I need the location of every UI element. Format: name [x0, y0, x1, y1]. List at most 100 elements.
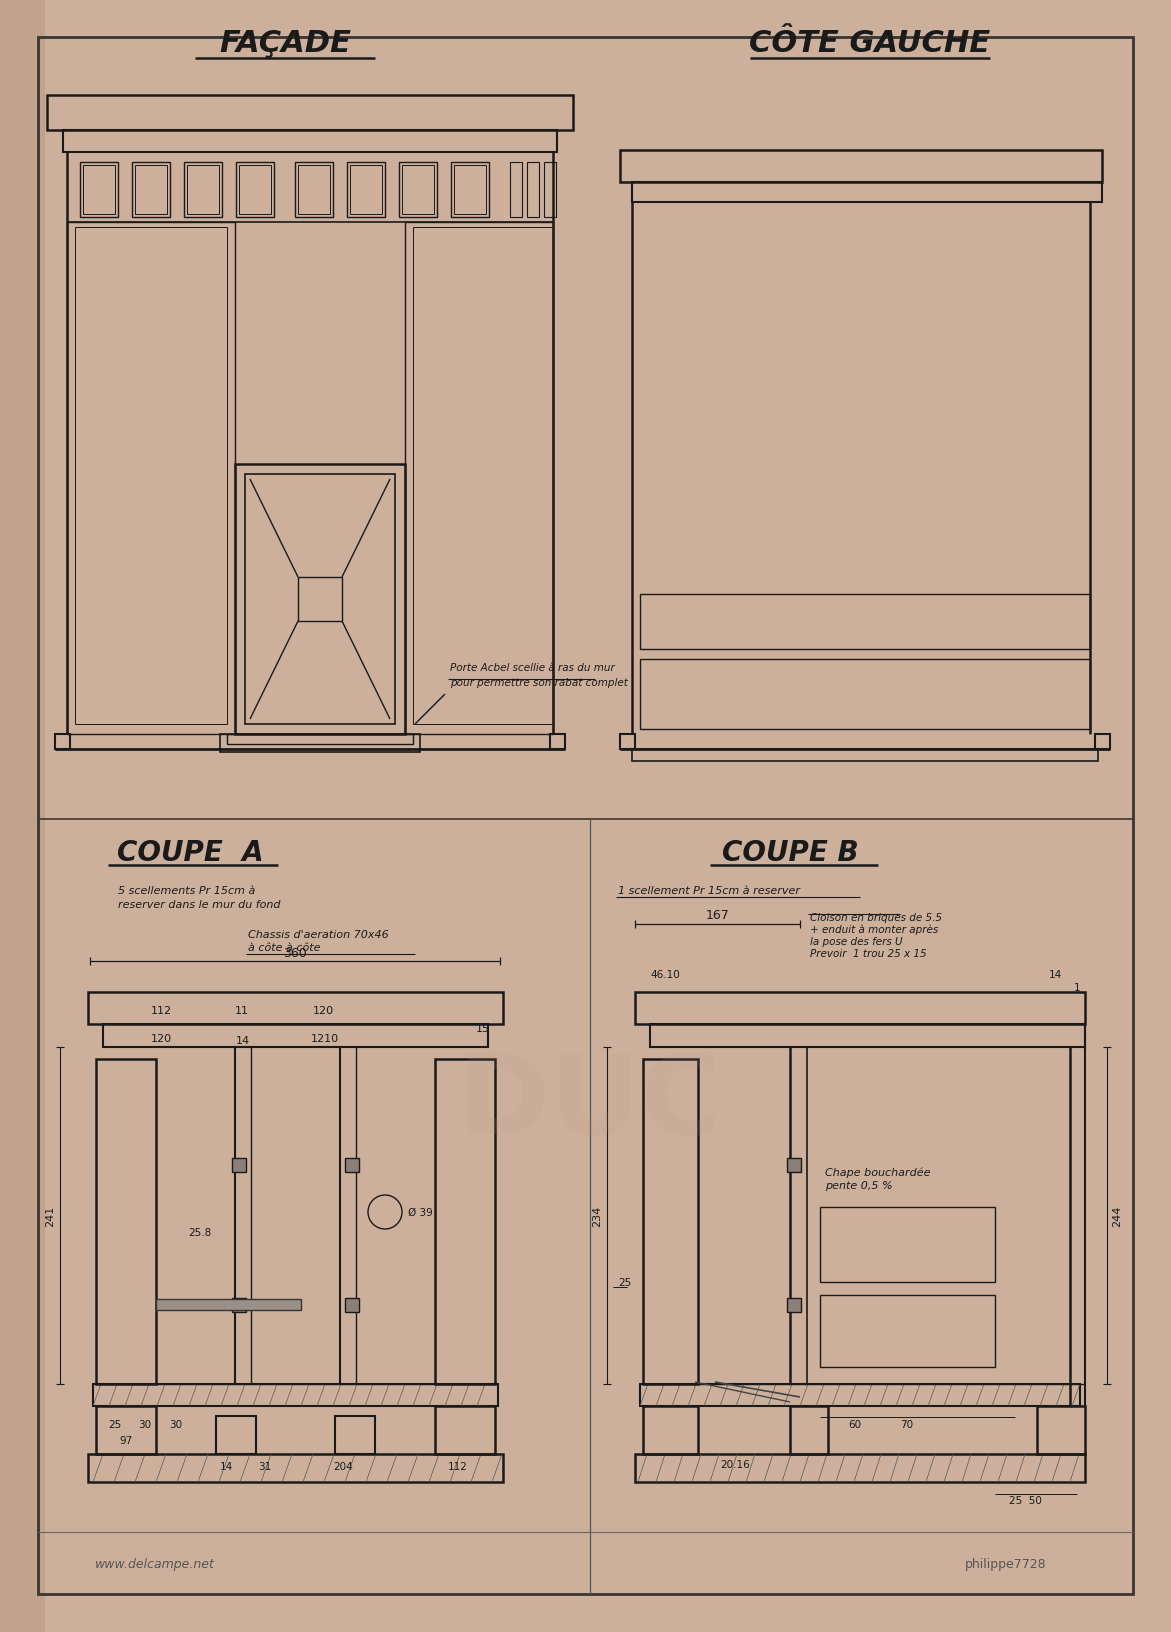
Text: 14: 14	[1048, 969, 1062, 979]
Bar	[232, 1159, 246, 1172]
Bar	[545, 163, 556, 217]
Bar	[434, 1407, 495, 1454]
Bar	[88, 992, 504, 1025]
Text: 167: 167	[706, 909, 730, 922]
Bar	[75, 228, 227, 725]
Bar	[451, 163, 489, 217]
Bar	[527, 163, 539, 217]
Bar	[635, 1454, 1086, 1482]
Bar	[227, 734, 413, 744]
Text: 15: 15	[475, 1023, 489, 1033]
Bar	[63, 131, 557, 153]
Text: 244: 244	[1112, 1204, 1122, 1226]
Bar	[67, 224, 235, 734]
Text: Ø 39: Ø 39	[408, 1208, 433, 1217]
Text: 31: 31	[259, 1461, 272, 1470]
Bar	[787, 1159, 801, 1172]
Bar	[641, 659, 1090, 730]
Bar	[619, 734, 635, 749]
Bar	[820, 1296, 995, 1368]
Text: 120: 120	[150, 1033, 172, 1043]
Bar	[0, 0, 44, 1632]
Bar	[643, 1059, 698, 1384]
Bar	[80, 163, 118, 217]
Bar	[237, 163, 274, 217]
Bar	[641, 1384, 1080, 1407]
Text: 25: 25	[109, 1420, 122, 1430]
Text: 234: 234	[593, 1204, 602, 1226]
Bar	[347, 163, 385, 217]
Bar	[55, 734, 70, 749]
Bar	[187, 166, 219, 215]
Bar	[96, 1407, 156, 1454]
Bar	[650, 1025, 1086, 1048]
Bar	[350, 166, 382, 215]
Text: 1: 1	[1074, 982, 1081, 992]
Bar	[643, 1407, 698, 1454]
Bar	[511, 163, 522, 217]
Bar	[345, 1297, 359, 1312]
Text: pente 0,5 %: pente 0,5 %	[826, 1180, 892, 1190]
Text: 30: 30	[138, 1420, 151, 1430]
Text: Porte Acbel scellie à ras du mur: Porte Acbel scellie à ras du mur	[450, 663, 615, 672]
Bar	[132, 163, 170, 217]
Bar	[88, 1454, 504, 1482]
Bar	[295, 163, 333, 217]
Text: 97: 97	[119, 1435, 132, 1444]
Text: CÔTE GAUCHE: CÔTE GAUCHE	[749, 28, 991, 57]
Text: Chape bouchardée: Chape bouchardée	[826, 1167, 931, 1178]
Bar	[790, 1407, 828, 1454]
Bar	[641, 594, 1090, 650]
Bar	[345, 1159, 359, 1172]
Text: 241: 241	[44, 1204, 55, 1226]
Text: 20.16: 20.16	[720, 1459, 749, 1469]
Text: 112: 112	[448, 1461, 468, 1470]
Text: philippe7728: philippe7728	[965, 1557, 1047, 1570]
Bar	[245, 475, 395, 725]
Text: COUPE B: COUPE B	[721, 839, 858, 867]
Text: pour permettre son rabat complet: pour permettre son rabat complet	[450, 677, 628, 687]
Bar	[550, 734, 564, 749]
Bar	[93, 1384, 498, 1407]
Text: reserver dans le mur du fond: reserver dans le mur du fond	[118, 899, 281, 909]
Text: Cloison en briques de 5.5: Cloison en briques de 5.5	[810, 912, 941, 922]
Bar	[787, 1297, 801, 1312]
Text: 70: 70	[900, 1420, 913, 1430]
Text: DUC: DUC	[458, 1049, 723, 1155]
Text: 14: 14	[219, 1461, 233, 1470]
Text: 25: 25	[618, 1278, 631, 1288]
Text: 204: 204	[333, 1461, 352, 1470]
Bar	[235, 465, 405, 734]
Text: 14: 14	[235, 1035, 251, 1046]
Bar	[434, 1059, 495, 1384]
Bar	[820, 1208, 995, 1283]
Text: 30: 30	[170, 1420, 183, 1430]
Bar	[239, 166, 271, 215]
Text: 46.10: 46.10	[650, 969, 680, 979]
Text: 120: 120	[313, 1005, 334, 1015]
Text: + enduit à monter après: + enduit à monter après	[810, 924, 938, 935]
Text: la pose des fers U: la pose des fers U	[810, 937, 903, 947]
Text: 1 scellement Pr 15cm à reserver: 1 scellement Pr 15cm à reserver	[618, 886, 800, 896]
Text: FAÇADE: FAÇADE	[219, 28, 351, 57]
Text: Prevoir  1 trou 25 x 15: Prevoir 1 trou 25 x 15	[810, 948, 926, 958]
Text: 1210: 1210	[311, 1033, 340, 1043]
Bar	[297, 166, 330, 215]
Bar	[215, 1417, 256, 1454]
Bar	[335, 1417, 375, 1454]
Bar	[156, 1299, 301, 1310]
Bar	[413, 228, 553, 725]
Text: Chassis d'aeration 70x46: Chassis d'aeration 70x46	[248, 930, 389, 940]
Bar	[402, 166, 434, 215]
Text: COUPE  A: COUPE A	[117, 839, 263, 867]
Bar	[220, 734, 420, 752]
Text: 25.8: 25.8	[189, 1227, 212, 1237]
Bar	[405, 224, 553, 734]
Bar	[635, 992, 1086, 1025]
Text: www.delcampe.net: www.delcampe.net	[95, 1557, 214, 1570]
Bar	[399, 163, 437, 217]
Bar	[96, 1059, 156, 1384]
Text: à côte à côte: à côte à côte	[248, 942, 321, 953]
Bar	[1038, 1407, 1086, 1454]
Text: 11: 11	[235, 1005, 249, 1015]
